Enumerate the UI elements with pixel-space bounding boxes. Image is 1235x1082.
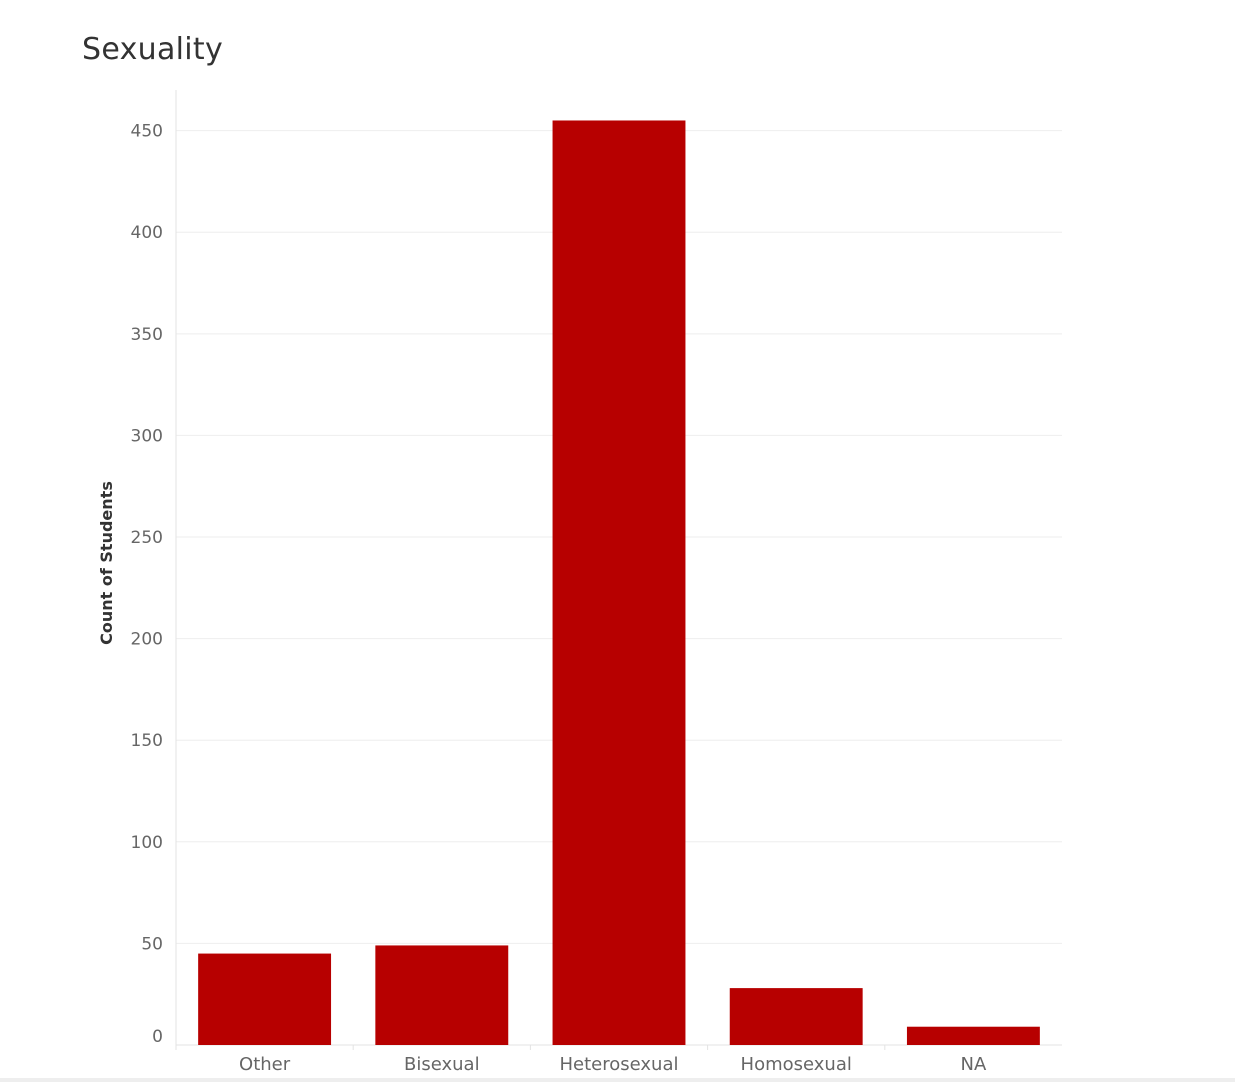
x-tick-label: Homosexual (741, 1054, 852, 1075)
y-axis-title: Count of Students (97, 481, 116, 645)
bars (198, 120, 1040, 1046)
y-tick-label: 400 (131, 223, 163, 243)
y-tick-label: 150 (131, 731, 163, 751)
y-tick-label: 0 (152, 1027, 163, 1047)
y-tick-labels: 0 50 100 150 200 250 300 350 400 450 (131, 122, 163, 1047)
x-tick-label: Other (239, 1054, 291, 1075)
x-tick-labels: Other Bisexual Heterosexual Homosexual NA (239, 1054, 987, 1075)
bar-homosexual[interactable] (729, 988, 863, 1045)
y-tick-label: 300 (131, 426, 163, 446)
bar-other[interactable] (198, 953, 332, 1045)
chart-title: Sexuality (82, 32, 224, 67)
y-tick-label: 250 (131, 528, 163, 548)
x-tick-label: Heterosexual (560, 1054, 679, 1075)
x-tick-label: NA (961, 1054, 987, 1075)
x-tick-label: Bisexual (404, 1054, 480, 1075)
y-tick-label: 350 (131, 325, 163, 345)
bar-na[interactable] (906, 1026, 1040, 1045)
footer-strip (0, 1078, 1235, 1082)
bar-bisexual[interactable] (375, 945, 509, 1045)
y-tick-label: 450 (131, 122, 163, 142)
y-tick-label: 50 (141, 934, 163, 954)
y-tick-label: 200 (131, 630, 163, 650)
y-tick-label: 100 (131, 833, 163, 853)
bar-heterosexual[interactable] (552, 120, 686, 1046)
